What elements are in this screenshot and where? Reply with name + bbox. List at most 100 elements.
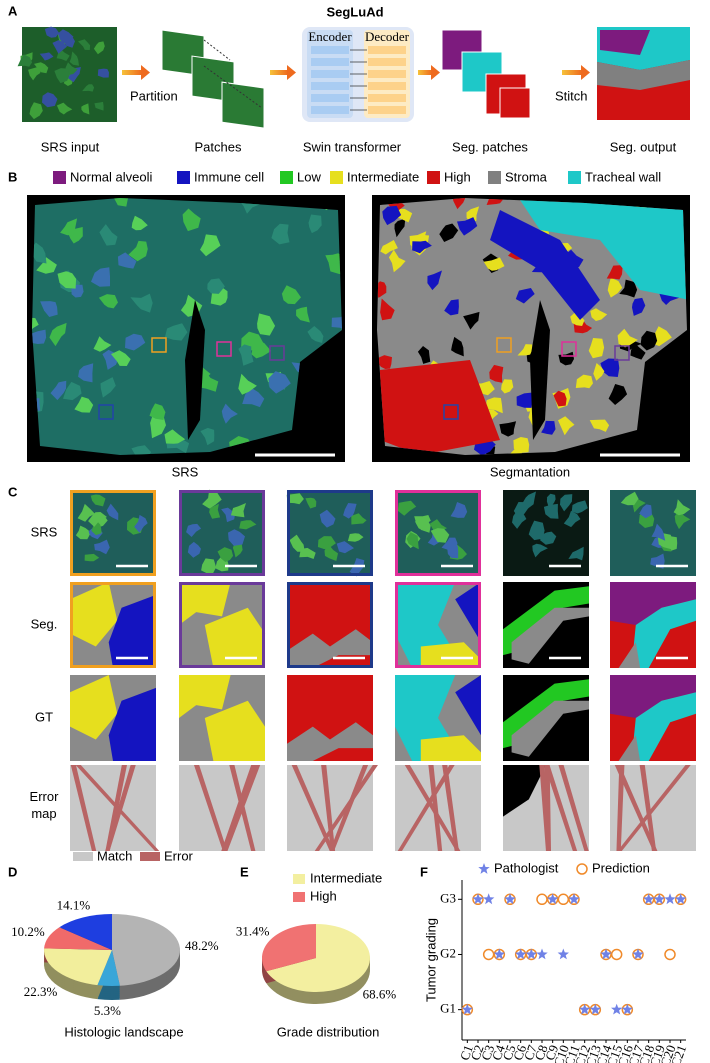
- roi-box: [443, 404, 459, 420]
- region: [221, 507, 236, 523]
- region: [200, 427, 215, 446]
- region: [32, 329, 47, 344]
- region: [420, 642, 481, 668]
- region: [305, 497, 317, 509]
- value-label: 68.6%: [363, 986, 397, 1001]
- x-tick-label: C17: [625, 1042, 647, 1063]
- tile-border: [179, 490, 265, 576]
- region: [84, 553, 100, 562]
- region: [455, 582, 481, 643]
- region: [631, 599, 696, 668]
- region: [82, 84, 95, 92]
- region: [377, 355, 392, 369]
- region: [207, 278, 225, 294]
- step-label: Seg. patches: [452, 139, 528, 154]
- roi-box: [98, 404, 114, 420]
- region: [430, 528, 450, 543]
- region: [451, 336, 464, 357]
- region: [450, 502, 468, 518]
- tile-border: [179, 582, 265, 668]
- legend-label: High: [310, 888, 337, 903]
- panel-letter: A: [8, 3, 18, 18]
- x-tick-label: C5: [499, 1043, 518, 1062]
- region: [563, 510, 581, 528]
- encoder-layer: [311, 106, 349, 114]
- step-label: Seg. output: [610, 139, 677, 154]
- star-marker: [493, 948, 505, 960]
- region: [29, 102, 43, 120]
- x-tick-label: C14: [593, 1042, 615, 1063]
- error-region: [428, 765, 443, 851]
- row-label: Error map: [29, 789, 59, 821]
- region: [511, 607, 589, 664]
- region: [97, 68, 109, 78]
- error-region: [544, 765, 578, 851]
- region: [28, 66, 41, 81]
- srs-tile: [179, 489, 265, 576]
- error-region: [442, 765, 459, 851]
- value-label: 10.2%: [11, 924, 45, 939]
- star-marker: [621, 1003, 633, 1015]
- region: [501, 379, 514, 394]
- region: [532, 543, 548, 558]
- region: [179, 675, 231, 718]
- region: [606, 265, 623, 280]
- error-region: [539, 765, 551, 851]
- error-region: [75, 765, 160, 851]
- arrow: [562, 70, 582, 75]
- image-caption: Segmantation: [490, 464, 570, 479]
- region: [489, 364, 504, 383]
- region: [589, 419, 610, 432]
- region: [268, 371, 291, 394]
- region: [610, 582, 696, 625]
- panel-letter: C: [8, 484, 18, 499]
- region: [81, 103, 90, 115]
- region: [441, 537, 458, 551]
- star-marker: [568, 893, 580, 905]
- region: [75, 525, 91, 540]
- region: [588, 338, 605, 359]
- encoder-layer: [311, 82, 349, 90]
- region: [281, 285, 301, 305]
- region: [499, 421, 517, 437]
- region: [287, 722, 373, 761]
- chart-caption: Histologic landscape: [64, 1024, 183, 1039]
- srs-tile: [70, 490, 156, 576]
- region: [117, 252, 137, 269]
- region: [106, 503, 119, 521]
- x-tick-label: C18: [636, 1043, 658, 1063]
- tile-border: [395, 490, 481, 576]
- x-tick-label: C19: [646, 1043, 668, 1063]
- star-marker: [525, 948, 537, 960]
- region: [511, 700, 589, 757]
- region: [632, 297, 646, 316]
- region: [560, 494, 573, 512]
- x-tick-label: C7: [521, 1042, 540, 1062]
- legend-swatch: [330, 171, 343, 184]
- region: [590, 308, 608, 321]
- legend-label: Intermediate: [310, 870, 382, 885]
- pie-slice: [97, 950, 120, 986]
- region: [60, 218, 78, 236]
- region: [131, 215, 148, 231]
- tissue: [32, 198, 342, 455]
- region: [134, 514, 148, 533]
- roi-box: [561, 341, 577, 357]
- region: [347, 533, 364, 542]
- region: [490, 210, 600, 320]
- image-caption: SRS: [172, 464, 199, 479]
- tissue-hole: [185, 300, 205, 440]
- x-tick-label: C9: [542, 1043, 561, 1062]
- error-region: [314, 765, 378, 851]
- region: [543, 503, 559, 519]
- decoder-layer: [368, 82, 406, 90]
- region: [57, 271, 77, 289]
- star-marker: [600, 948, 612, 960]
- region: [32, 242, 47, 264]
- region: [388, 249, 406, 273]
- region: [414, 520, 431, 533]
- x-tick-label: C1: [457, 1043, 476, 1062]
- circle-marker: [576, 863, 588, 875]
- x-tick-label: C16: [614, 1042, 636, 1063]
